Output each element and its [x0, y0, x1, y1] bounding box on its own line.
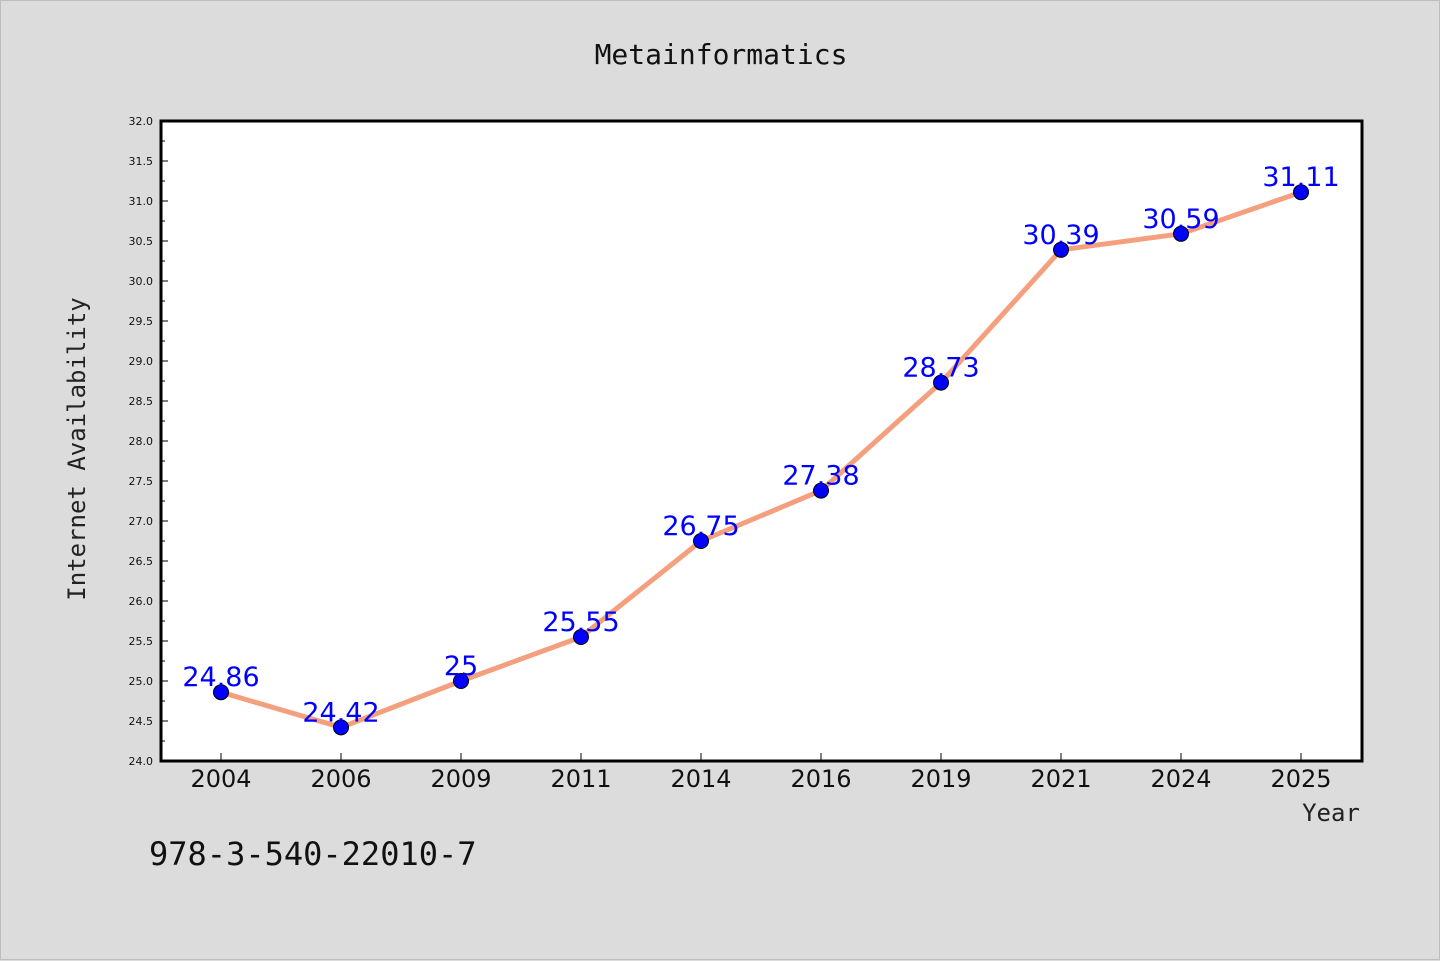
y-tick-label: 28.0 — [129, 435, 154, 448]
x-tick-label: 2009 — [430, 765, 491, 793]
data-label: 25.55 — [542, 607, 619, 638]
data-point — [213, 684, 229, 701]
data-point — [933, 374, 949, 391]
data-label: 27.38 — [782, 461, 859, 492]
data-label: 30.39 — [1022, 220, 1099, 251]
footer-code: 978-3-540-22010-7 — [149, 835, 477, 873]
y-tick-label: 32.0 — [129, 115, 154, 128]
data-point — [573, 629, 589, 645]
y-axis: 24.0 24.5 25.0 25.5 26.0 26.5 27.0 27.5 28.0 28.5… — [129, 115, 168, 768]
data-labels: 24.86 24.42 25 25.55 26.75 27.38 28.73 30.39 30.… — [182, 162, 1339, 728]
y-tick-label: 24.0 — [129, 755, 154, 768]
x-tick-label: 2019 — [910, 765, 971, 793]
y-tick-label: 29.5 — [129, 315, 154, 328]
data-point — [813, 482, 829, 499]
x-tick-label: 2011 — [550, 765, 611, 793]
x-tick-label: 2014 — [670, 765, 731, 793]
data-label: 30.59 — [1142, 204, 1219, 235]
x-axis-label: Year — [1302, 799, 1360, 827]
y-tick-label: 30.5 — [129, 235, 154, 248]
y-axis-label: Internet Availability — [63, 297, 91, 600]
data-label: 28.73 — [902, 353, 979, 384]
x-tick-label: 2006 — [310, 765, 371, 793]
x-tick-label: 2021 — [1030, 765, 1091, 793]
y-tick-label: 26.0 — [129, 595, 154, 608]
data-point — [1293, 184, 1309, 201]
y-tick-label: 26.5 — [129, 555, 154, 568]
y-tick-label: 30.0 — [129, 275, 154, 288]
y-tick-label: 31.0 — [129, 195, 154, 208]
x-tick-label: 2004 — [190, 765, 251, 793]
y-tick-label: 25.5 — [129, 635, 154, 648]
data-label: 24.86 — [182, 662, 259, 693]
data-point — [1173, 225, 1189, 242]
plot-area — [159, 119, 1364, 763]
y-tick-label: 24.5 — [129, 715, 154, 728]
y-tick-label: 29.0 — [129, 355, 154, 368]
data-label: 24.42 — [302, 697, 379, 728]
data-point — [453, 673, 469, 689]
data-label: 26.75 — [662, 511, 739, 542]
data-label: 31.11 — [1262, 162, 1339, 193]
y-tick-label: 28.5 — [129, 395, 154, 408]
x-tick-label: 2016 — [790, 765, 851, 793]
y-tick-label: 27.0 — [129, 515, 154, 528]
data-label: 25 — [444, 651, 478, 682]
chart-title: Metainformatics — [595, 38, 848, 71]
y-tick-label: 31.5 — [129, 155, 154, 168]
series-group — [213, 184, 1309, 736]
series-line — [218, 189, 1304, 730]
y-tick-label: 27.5 — [129, 475, 154, 488]
data-point — [1053, 241, 1069, 258]
data-point — [693, 533, 709, 549]
data-point — [333, 719, 349, 736]
y-tick-label: 25.0 — [129, 675, 154, 688]
x-tick-label: 2025 — [1270, 765, 1331, 793]
x-tick-label: 2024 — [1150, 765, 1211, 793]
x-axis: 2004 2006 2009 2011 2014 2016 2019 2021 2024 2025 — [190, 753, 1332, 793]
